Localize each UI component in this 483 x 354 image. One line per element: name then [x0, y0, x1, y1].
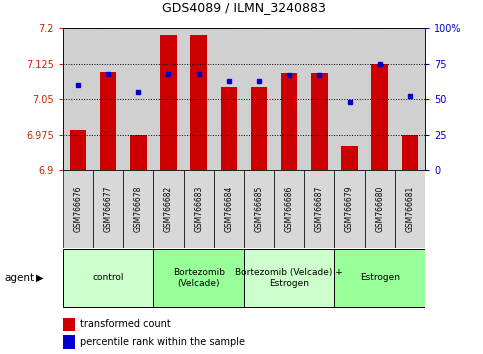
Bar [154, 170, 184, 248]
Bar [395, 170, 425, 248]
Bar [63, 249, 154, 307]
Bar [160, 35, 177, 170]
Text: GSM766683: GSM766683 [194, 185, 203, 232]
Bar [311, 73, 327, 170]
Text: GSM766685: GSM766685 [255, 185, 264, 232]
Bar [154, 249, 244, 307]
Text: GDS4089 / ILMN_3240883: GDS4089 / ILMN_3240883 [162, 1, 326, 14]
Bar [100, 72, 116, 170]
Bar [63, 170, 93, 248]
Bar [184, 170, 213, 248]
Text: Bortezomib
(Velcade): Bortezomib (Velcade) [172, 268, 225, 287]
Bar [130, 135, 146, 170]
Text: percentile rank within the sample: percentile rank within the sample [80, 337, 245, 347]
Bar [334, 170, 365, 248]
Bar [274, 170, 304, 248]
Bar [334, 249, 425, 307]
Text: GSM766680: GSM766680 [375, 185, 384, 232]
Text: GSM766676: GSM766676 [73, 185, 83, 232]
Text: Estrogen: Estrogen [360, 273, 400, 282]
Text: GSM766682: GSM766682 [164, 186, 173, 232]
Bar [304, 170, 334, 248]
Bar [281, 73, 298, 170]
Bar [123, 170, 154, 248]
Text: GSM766687: GSM766687 [315, 185, 324, 232]
Text: transformed count: transformed count [80, 319, 170, 329]
Bar [244, 170, 274, 248]
Bar [244, 249, 334, 307]
Text: ▶: ▶ [36, 273, 44, 283]
Text: GSM766684: GSM766684 [224, 185, 233, 232]
Text: agent: agent [5, 273, 35, 283]
Text: Bortezomib (Velcade) +
Estrogen: Bortezomib (Velcade) + Estrogen [235, 268, 343, 287]
Bar [213, 170, 244, 248]
Bar [221, 87, 237, 170]
Bar [371, 64, 388, 170]
Bar [402, 135, 418, 170]
Bar [365, 170, 395, 248]
Text: GSM766686: GSM766686 [284, 185, 294, 232]
Bar [93, 170, 123, 248]
Bar [190, 35, 207, 170]
Text: control: control [92, 273, 124, 282]
Bar [70, 130, 86, 170]
Text: GSM766679: GSM766679 [345, 185, 354, 232]
Text: GSM766678: GSM766678 [134, 185, 143, 232]
Bar [341, 146, 358, 170]
Text: GSM766681: GSM766681 [405, 186, 414, 232]
Text: GSM766677: GSM766677 [103, 185, 113, 232]
Bar [251, 87, 267, 170]
